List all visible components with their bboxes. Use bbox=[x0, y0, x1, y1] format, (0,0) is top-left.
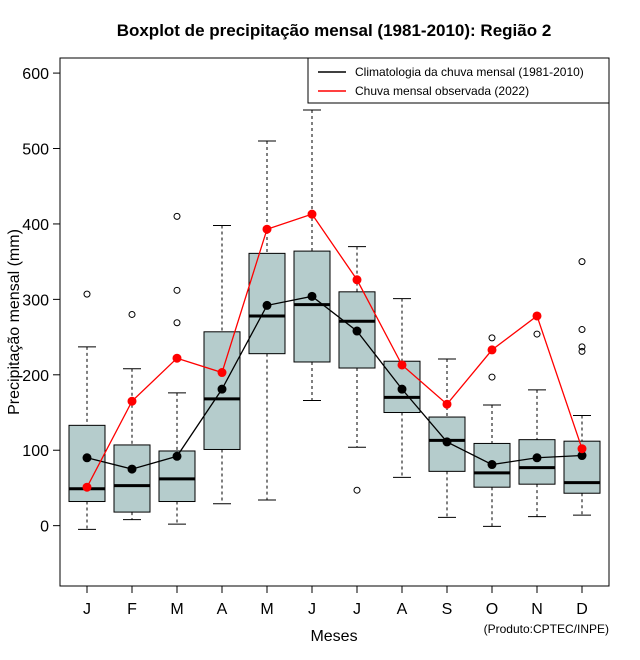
y-axis-label: Precipitação mensal (mm) bbox=[6, 229, 23, 415]
y-tick-label-4: 400 bbox=[22, 217, 49, 234]
outlier-point bbox=[488, 373, 496, 381]
x-tick-label-0: J bbox=[83, 601, 91, 618]
box-5 bbox=[293, 109, 331, 401]
box-0 bbox=[68, 290, 106, 530]
series-0-point-2 bbox=[172, 451, 182, 461]
legend-label-0: Climatologia da chuva mensal (1981-2010) bbox=[355, 65, 584, 79]
x-tick-label-9: O bbox=[486, 601, 498, 618]
x-tick-label-3: A bbox=[217, 601, 228, 618]
series-line-1 bbox=[86, 213, 583, 488]
series-0-point-0 bbox=[82, 453, 92, 463]
outlier-point bbox=[173, 212, 181, 220]
series-1-point-4 bbox=[262, 224, 272, 234]
series-0-point-3 bbox=[217, 384, 227, 394]
box-9 bbox=[473, 334, 511, 527]
legend: Climatologia da chuva mensal (1981-2010)… bbox=[307, 57, 610, 104]
outlier-point bbox=[578, 343, 586, 351]
series-0-point-1 bbox=[127, 464, 137, 474]
series-1-point-10 bbox=[532, 311, 542, 321]
x-tick-label-1: F bbox=[127, 601, 137, 618]
credit-label: (Produto:CPTEC/INPE) bbox=[484, 622, 609, 636]
legend-box bbox=[307, 57, 610, 104]
series-0-point-10 bbox=[532, 453, 542, 463]
plot-area: 0 100 200 300 400 500 600 J F M A M J J A S O N D Climatolo… bbox=[22, 57, 610, 618]
series-1-point-0 bbox=[82, 482, 92, 492]
y-tick-label-6: 600 bbox=[22, 66, 49, 83]
x-axis-label: Meses bbox=[310, 628, 357, 645]
outlier-point bbox=[578, 326, 586, 334]
outlier-point bbox=[128, 310, 136, 318]
series-0-point-4 bbox=[262, 300, 272, 310]
chart-title: Boxplot de precipitação mensal (1981-201… bbox=[117, 21, 552, 40]
box-2 bbox=[158, 212, 196, 525]
outlier-point bbox=[173, 319, 181, 327]
series-0-point-8 bbox=[442, 437, 452, 447]
x-tick-label-7: A bbox=[397, 601, 408, 618]
series-0-point-6 bbox=[352, 326, 362, 336]
y-tick-label-1: 100 bbox=[22, 443, 49, 460]
box-iqr bbox=[113, 444, 151, 513]
series-line-0 bbox=[86, 295, 583, 470]
series-1-point-7 bbox=[397, 360, 407, 370]
series-1-point-5 bbox=[307, 209, 317, 219]
x-tick-label-2: M bbox=[170, 601, 183, 618]
y-tick-label-5: 500 bbox=[22, 142, 49, 159]
outlier-point bbox=[578, 258, 586, 266]
box-iqr bbox=[518, 439, 556, 485]
box-11 bbox=[563, 258, 601, 516]
box-1 bbox=[113, 310, 151, 521]
series-1-point-1 bbox=[127, 396, 137, 406]
box-4 bbox=[248, 140, 286, 501]
x-tick-label-10: N bbox=[531, 601, 543, 618]
box-3 bbox=[203, 224, 241, 505]
outlier-point bbox=[488, 334, 496, 342]
outlier-point bbox=[83, 290, 91, 298]
series-1-point-2 bbox=[172, 353, 182, 363]
y-tick-label-0: 0 bbox=[40, 519, 49, 536]
y-tick-label-3: 300 bbox=[22, 292, 49, 309]
series-1-point-3 bbox=[217, 368, 227, 378]
outlier-point bbox=[353, 486, 361, 494]
x-tick-label-11: D bbox=[576, 601, 588, 618]
outlier-point bbox=[578, 347, 586, 355]
series-1-point-6 bbox=[352, 275, 362, 285]
series-1-point-11 bbox=[577, 444, 587, 454]
outlier-point bbox=[173, 286, 181, 294]
box-iqr bbox=[293, 250, 331, 363]
x-tick-label-8: S bbox=[442, 601, 453, 618]
x-tick-label-4: M bbox=[260, 601, 273, 618]
outlier-point bbox=[533, 330, 541, 338]
series-1-point-8 bbox=[442, 399, 452, 409]
y-tick-label-2: 200 bbox=[22, 368, 49, 385]
box-10 bbox=[518, 330, 556, 518]
x-tick-label-5: J bbox=[308, 601, 316, 618]
series-1-point-9 bbox=[487, 345, 497, 355]
series-0-point-9 bbox=[487, 460, 497, 470]
x-tick-label-6: J bbox=[353, 601, 361, 618]
box-iqr bbox=[203, 331, 241, 450]
series-0-point-5 bbox=[307, 291, 317, 301]
legend-label-1: Chuva mensal observada (2022) bbox=[355, 84, 529, 98]
series-0-point-7 bbox=[397, 384, 407, 394]
